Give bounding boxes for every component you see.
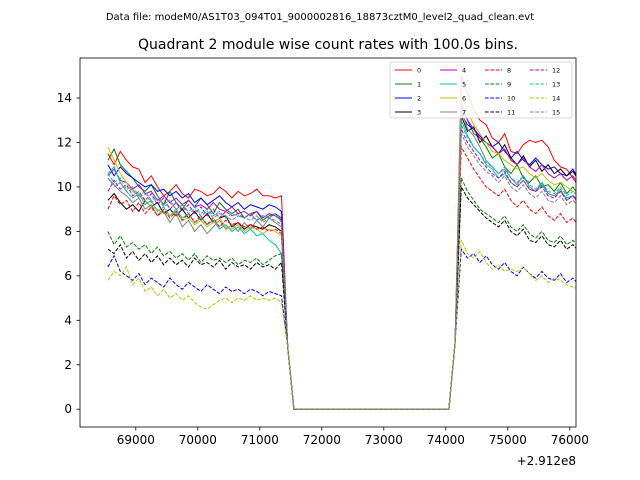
x-tick-label: 71000 (241, 433, 279, 447)
y-tick-label: 14 (57, 91, 72, 105)
x-tick-label: 69000 (117, 433, 155, 447)
series-line-10 (107, 247, 576, 410)
legend-label-13: 13 (552, 81, 560, 89)
legend-label-2: 2 (417, 95, 421, 103)
legend-label-9: 9 (507, 81, 511, 89)
legend-label-14: 14 (552, 95, 560, 103)
legend-label-1: 1 (417, 81, 421, 89)
series-line-9 (107, 177, 576, 410)
series-lines (107, 75, 576, 410)
series-line-11 (107, 185, 576, 410)
y-tick-label: 6 (64, 269, 72, 283)
legend-label-11: 11 (507, 109, 515, 117)
suptitle: Data file: modeM0/AS1T03_094T01_90000028… (106, 12, 534, 23)
x-offset-label: +2.912e8 (517, 454, 576, 468)
x-tick-label: 73000 (365, 433, 403, 447)
series-line-15 (107, 133, 576, 410)
legend-label-10: 10 (507, 95, 515, 103)
legend-frame (389, 61, 573, 119)
y-tick-label: 12 (57, 135, 72, 149)
x-tick-label: 75000 (489, 433, 527, 447)
legend-label-5: 5 (462, 81, 466, 89)
legend-label-15: 15 (552, 109, 560, 117)
axes-frame (79, 57, 577, 428)
y-tick-label: 4 (64, 313, 72, 327)
legend-label-12: 12 (552, 67, 560, 75)
series-line-13 (107, 124, 576, 410)
series-line-14 (107, 240, 576, 410)
legend-label-8: 8 (507, 67, 511, 75)
plot-area: 69000 70000 71000 72000 73000 74000 75000 76000… (57, 57, 589, 468)
series-line-4 (107, 102, 576, 410)
series-line-12 (107, 128, 576, 410)
legend-label-3: 3 (417, 109, 421, 117)
legend-label-0: 0 (417, 67, 421, 75)
y-tick-label: 8 (64, 224, 72, 238)
series-line-0 (107, 75, 576, 410)
series-line-1 (107, 106, 576, 410)
series-line-7 (107, 108, 576, 410)
x-tick-label: 70000 (179, 433, 217, 447)
legend-label-4: 4 (462, 67, 466, 75)
series-line-2 (107, 111, 576, 410)
x-tick-label: 72000 (303, 433, 341, 447)
series-line-6 (107, 93, 576, 410)
y-tick-label: 2 (64, 358, 72, 372)
y-tick-label: 0 (64, 402, 72, 416)
y-tick-label: 10 (57, 180, 72, 194)
legend-label-6: 6 (462, 95, 466, 103)
series-line-5 (107, 120, 576, 410)
x-tick-label: 74000 (427, 433, 465, 447)
legend-label-7: 7 (462, 109, 466, 117)
x-tick-label: 76000 (551, 433, 589, 447)
chart-title: Quadrant 2 module wise count rates with … (138, 37, 518, 53)
